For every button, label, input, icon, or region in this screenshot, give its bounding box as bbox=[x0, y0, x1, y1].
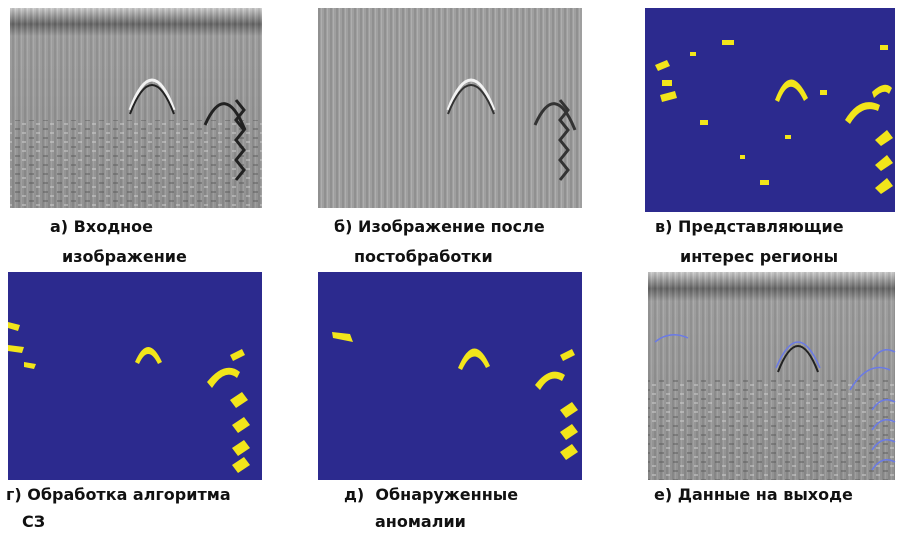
caption: б) Изображение после bbox=[334, 217, 545, 236]
panel-anomalies bbox=[318, 272, 582, 480]
caption: СЗ bbox=[22, 512, 45, 531]
panel-processed bbox=[318, 8, 582, 208]
caption: а) Входное bbox=[50, 217, 153, 236]
caption: аномалии bbox=[375, 512, 466, 531]
panel-output bbox=[648, 272, 895, 480]
caption: г) Обработка алгоритма bbox=[6, 485, 231, 504]
caption: в) Представляющие bbox=[655, 217, 844, 236]
panel-algorithm bbox=[8, 272, 262, 480]
caption: интерес регионы bbox=[680, 247, 838, 266]
caption: изображение bbox=[62, 247, 187, 266]
panel-input bbox=[10, 8, 262, 208]
caption: д) Обнаруженные bbox=[344, 485, 518, 504]
caption: постобработки bbox=[354, 247, 493, 266]
figure: а) Входное изображение б) Изображение по… bbox=[0, 0, 907, 535]
panel-regions bbox=[645, 8, 895, 212]
caption: е) Данные на выходе bbox=[654, 485, 853, 504]
